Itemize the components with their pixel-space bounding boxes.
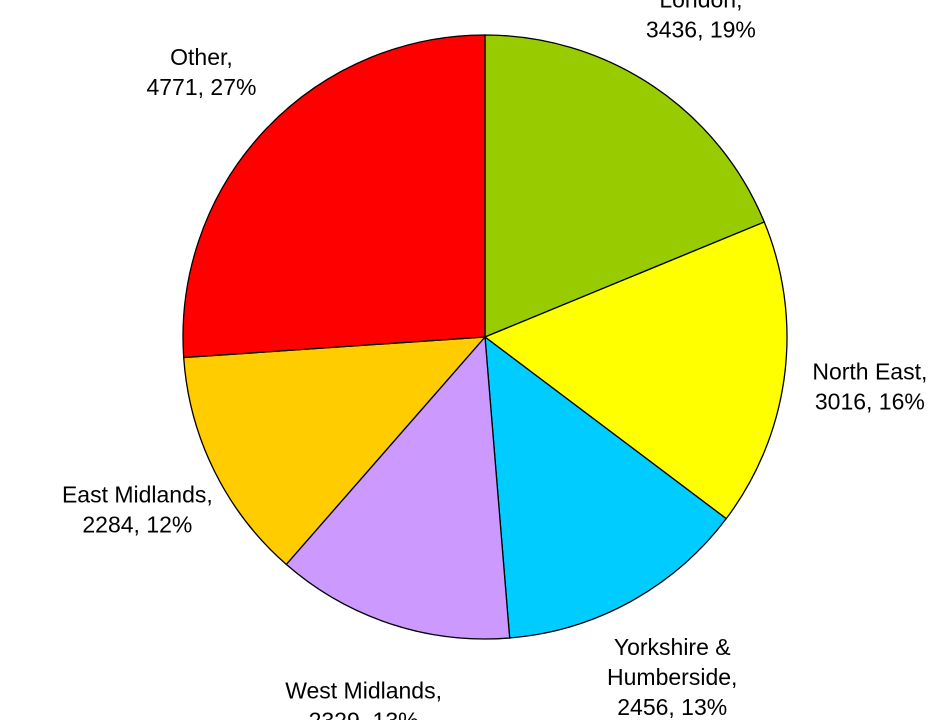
pie-slice	[182, 34, 486, 359]
category-line: London,	[659, 0, 742, 13]
slice-label: London, 3436, 19%	[646, 0, 756, 43]
value-label: 3436, 19%	[646, 17, 756, 43]
value-label: 2329, 13%	[309, 708, 419, 720]
category-line: Other,	[170, 44, 233, 70]
category-line: West Midlands,	[285, 678, 442, 704]
category-label: London,	[659, 0, 742, 13]
slice-label: Yorkshire & Humberside, 2456, 13%	[607, 634, 737, 720]
category-label: West Midlands,	[285, 678, 442, 704]
category-line: East Midlands,	[62, 481, 213, 507]
value-label: 2456, 13%	[617, 694, 727, 720]
pie-slice	[484, 34, 766, 338]
category-label: North East,	[812, 358, 927, 384]
category-label: Other,	[170, 44, 233, 70]
value-label: 4771, 27%	[146, 74, 256, 100]
slice-label: West Midlands, 2329, 13%	[285, 678, 442, 720]
pie-slice	[483, 221, 788, 520]
value-label: 3016, 16%	[815, 388, 925, 414]
pie-slice	[484, 335, 728, 639]
slice-label: North East, 3016, 16%	[812, 358, 927, 414]
category-label: Yorkshire & Humberside,	[607, 634, 737, 690]
slice-label: East Midlands, 2284, 12%	[62, 481, 213, 537]
category-line: North East,	[812, 358, 927, 384]
category-line: Humberside,	[607, 664, 737, 690]
slice-label: Other, 4771, 27%	[146, 44, 256, 100]
category-line: Yorkshire &	[614, 634, 731, 660]
value-label: 2284, 12%	[82, 511, 192, 537]
pie-slice	[285, 335, 511, 640]
pie-slice	[183, 336, 487, 566]
category-label: East Midlands,	[62, 481, 213, 507]
